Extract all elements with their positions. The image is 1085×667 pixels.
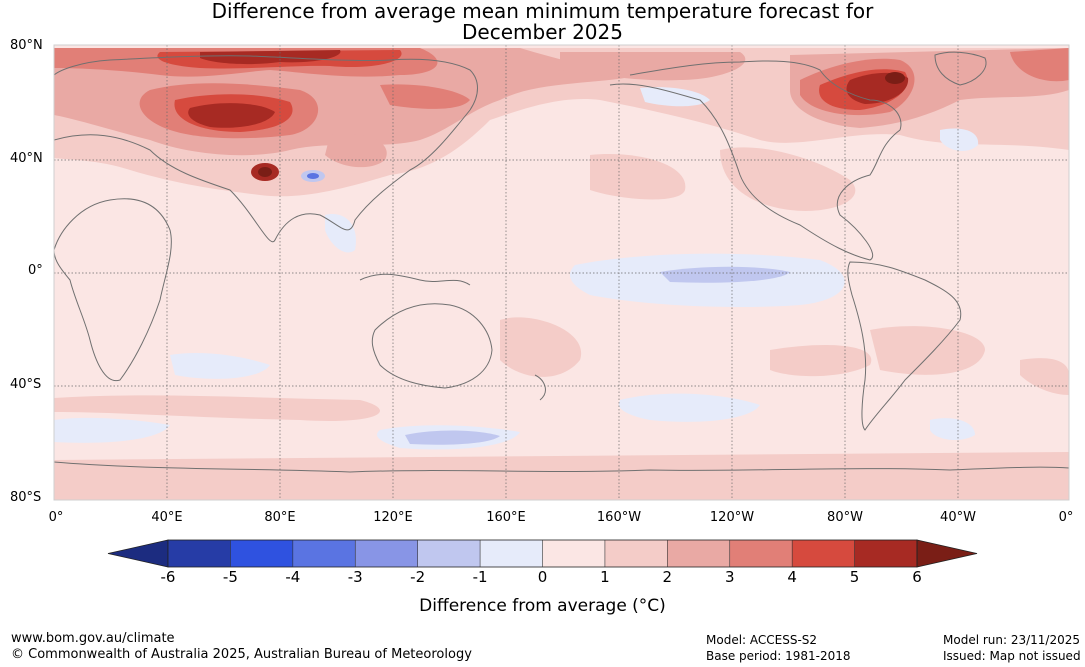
anomaly-field [660, 266, 790, 283]
coastline-north-america [609, 60, 902, 261]
colorbar-tick-label: -4 [285, 568, 301, 586]
lon-label: 40°E [151, 510, 183, 525]
anomaly-field [307, 173, 319, 179]
colorbar-bin [854, 540, 918, 567]
coastline-africa [54, 198, 172, 382]
colorbar-tick-label: 6 [912, 568, 922, 586]
lon-label: 120°E [373, 510, 413, 525]
colorbar-tick-label: -3 [347, 568, 363, 586]
colorbar-label: Difference from average (°C) [419, 596, 666, 616]
footer-model: Model: ACCESS-S2 [706, 633, 818, 647]
footer-website: www.bom.gov.au/climate [11, 631, 175, 646]
anomaly-fields [54, 48, 1069, 500]
colorbar-tick-label: -5 [222, 568, 238, 586]
colorbar-tick-label: -1 [472, 568, 488, 586]
footer-copyright: © Commonwealth of Australia 2025, Austra… [11, 647, 472, 662]
lat-label-80n: 80°N [10, 38, 43, 53]
lon-label: 160°E [486, 510, 526, 525]
anomaly-field [380, 84, 470, 109]
anomaly-field [54, 417, 170, 443]
anomaly-field [405, 430, 500, 445]
map-frame [53, 44, 1070, 501]
anomaly-field [940, 128, 979, 152]
coastline-eurasia [54, 55, 478, 243]
lat-label-equator: 0° [28, 263, 43, 278]
lat-label-40n: 40°N [10, 151, 43, 166]
anomaly-field [870, 326, 985, 375]
colorbar-tick-label: 4 [787, 568, 797, 586]
anomaly-field [618, 393, 760, 422]
colorbar-tick-label: 0 [537, 568, 548, 586]
anomaly-field [770, 345, 872, 377]
colorbar-tick-label: -6 [160, 568, 176, 586]
colorbar-bin [667, 540, 731, 567]
colorbar-tick-label: 3 [724, 568, 735, 586]
anomaly-field [1010, 48, 1069, 82]
anomaly-field [325, 214, 356, 253]
colorbar-bin [417, 540, 481, 567]
colorbar-tick-label: 5 [849, 568, 860, 586]
coastline-antarctica [54, 461, 1069, 473]
map-title-line-2: December 2025 [462, 20, 623, 44]
anomaly-field [54, 395, 380, 421]
lat-label-40s: 40°S [10, 377, 42, 392]
colorbar-bin [355, 540, 419, 567]
lon-label: 160°W [596, 510, 642, 525]
colorbar-bin [604, 540, 668, 567]
anomaly-field [500, 317, 582, 377]
lat-label-80s: 80°S [10, 490, 42, 505]
anomaly-field [885, 72, 905, 84]
anomaly-field [325, 133, 387, 168]
coastline-south-america [847, 261, 962, 431]
lon-label: 40°W [940, 510, 976, 525]
footer-base-period: Base period: 1981-2018 [706, 649, 851, 663]
coastline-greenland [934, 51, 987, 86]
colorbar-tick-label: 1 [600, 568, 610, 586]
anomaly-field [640, 87, 710, 107]
anomaly-field [54, 452, 1069, 500]
anomaly-field [188, 103, 275, 128]
coastline-australia [371, 303, 493, 389]
colorbar-bin [292, 540, 356, 567]
colorbar-bin [729, 540, 793, 567]
anomaly-field [930, 418, 975, 441]
anomaly-field [1020, 358, 1069, 395]
coastlines [54, 51, 1069, 473]
coastline-new-zealand [534, 374, 546, 401]
graticule [54, 45, 1069, 500]
colorbar-bin [792, 540, 856, 567]
lon-label: 0° [48, 510, 64, 525]
colorbar-tick-label: 2 [662, 568, 673, 586]
anomaly-field [720, 147, 856, 211]
colorbar-bin [480, 540, 543, 567]
colorbar-bin [542, 540, 606, 567]
anomaly-field [590, 154, 686, 200]
map-title-line-1: Difference from average mean minimum tem… [211, 0, 874, 23]
colorbar-under-arrow [107, 539, 169, 568]
footer-model-run: Model run: 23/11/2025 [943, 633, 1081, 647]
colorbar-tick-label: -2 [410, 568, 426, 586]
lon-label: 80°E [264, 510, 296, 525]
colorbar [107, 539, 978, 568]
footer-issued: Issued: Map not issued [943, 649, 1081, 663]
anomaly-field [170, 353, 270, 379]
lon-label: 80°W [827, 510, 863, 525]
colorbar-bin [168, 540, 231, 567]
lon-label: 0° [1058, 510, 1074, 525]
coastline-maritime-asia [359, 273, 471, 286]
lon-label: 120°W [709, 510, 755, 525]
anomaly-field [560, 52, 746, 81]
anomaly-field [258, 167, 272, 177]
colorbar-over-arrow [916, 539, 978, 568]
colorbar-bin [230, 540, 294, 567]
